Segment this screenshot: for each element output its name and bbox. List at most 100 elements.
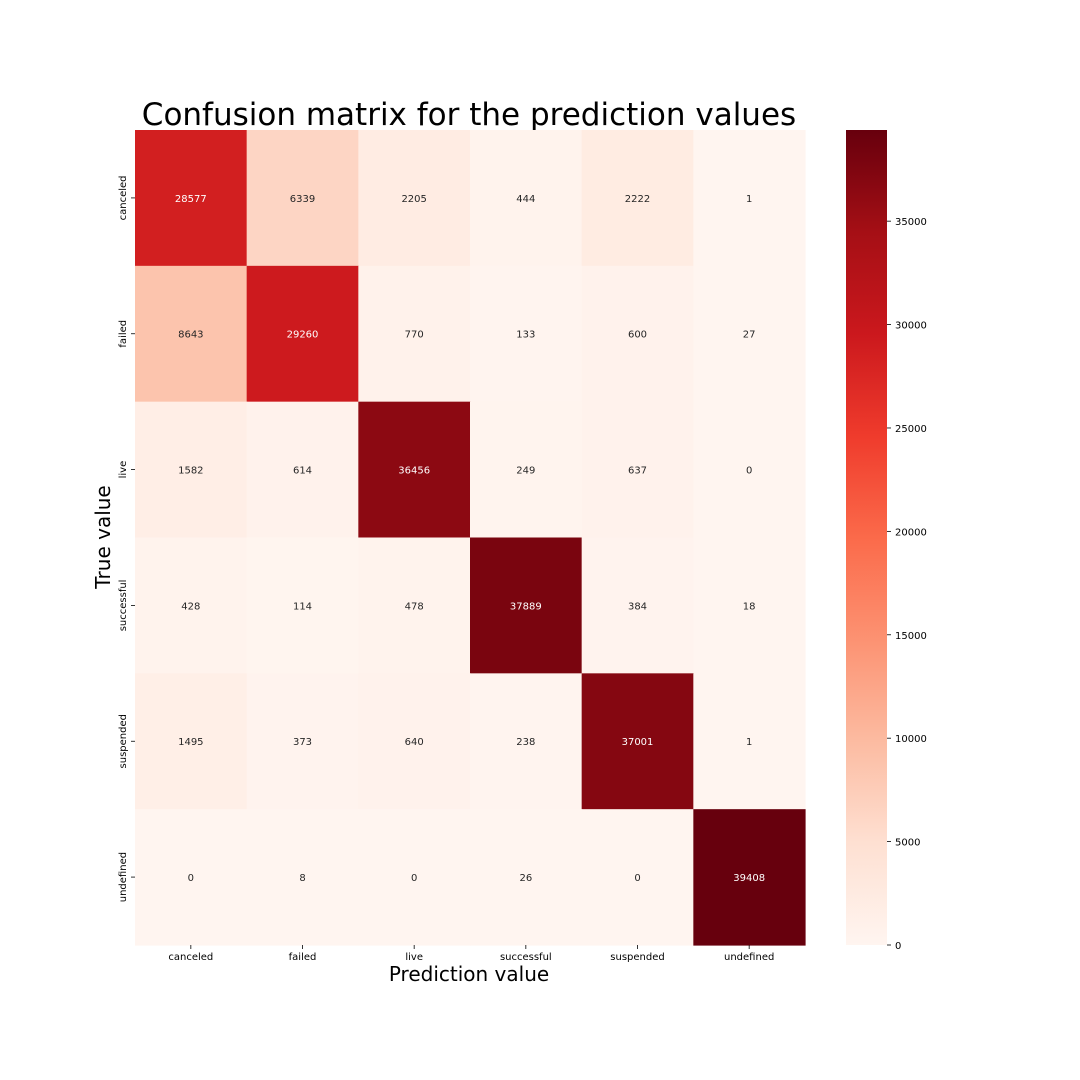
cell-value-label: 6339: [290, 194, 315, 205]
cell-value-label: 8643: [178, 330, 203, 341]
heatmap-cell: [135, 265, 248, 403]
heatmap-cell: [693, 130, 806, 267]
x-tick-label: undefined: [724, 952, 774, 963]
heatmap-cell: [470, 809, 583, 946]
heatmap-cell: [246, 401, 359, 539]
cell-value-label: 428: [181, 601, 200, 612]
cell-value-label: 114: [293, 601, 312, 612]
heatmap-cell: [693, 673, 806, 810]
heatmap-cell: [470, 265, 583, 403]
heatmap-cell: [581, 265, 694, 403]
cell-value-label: 637: [628, 466, 647, 477]
heatmap-cell: [581, 537, 694, 674]
heatmap-cell: [470, 537, 583, 674]
colorbar-tick-label: 0: [895, 941, 901, 952]
y-tick-label: canceled: [118, 175, 129, 220]
heatmap-cell: [693, 401, 806, 539]
cell-value-label: 26: [519, 873, 532, 884]
cell-value-label: 0: [746, 466, 752, 477]
y-tick-label: suspended: [118, 714, 129, 768]
cell-value-label: 8: [299, 873, 305, 884]
colorbar-tick-label: 5000: [895, 838, 920, 849]
colorbar-ticks: 0 5000 10000 15000 20000 25000 30000 35000: [887, 217, 927, 952]
cell-value-label: 37001: [622, 737, 654, 748]
cell-value-label: 39408: [733, 873, 765, 884]
y-tick-label: undefined: [118, 852, 129, 902]
cell-value-label: 28577: [175, 194, 207, 205]
heatmap-cell: [358, 130, 471, 267]
heatmap-cell: [135, 130, 248, 267]
heatmap-cell: [581, 401, 694, 539]
y-tick-label: failed: [118, 320, 129, 348]
x-axis-label: Prediction value: [389, 962, 549, 986]
cell-value-label: 478: [405, 601, 424, 612]
cell-value-label: 2205: [401, 194, 426, 205]
heatmap-annotations: 28577 6339 2205 444 2222 1 8643 29260 770 133 600 2…: [175, 194, 765, 884]
heatmap-cell: [246, 537, 359, 674]
heatmap-cell: [470, 673, 583, 810]
cell-value-label: 37889: [510, 601, 542, 612]
colorbar-tick-label: 30000: [895, 321, 927, 332]
cell-value-label: 640: [405, 737, 424, 748]
heatmap-cell: [581, 130, 694, 267]
cell-value-label: 0: [411, 873, 417, 884]
cell-value-label: 0: [188, 873, 194, 884]
cell-value-label: 1582: [178, 466, 203, 477]
cell-value-label: 614: [293, 466, 312, 477]
x-tick-label: successful: [500, 952, 552, 963]
y-tick-label: successful: [118, 580, 129, 632]
cell-value-label: 373: [293, 737, 312, 748]
cell-value-label: 2222: [625, 194, 650, 205]
heatmap-cell: [135, 537, 248, 674]
heatmap-cell: [358, 809, 471, 946]
colorbar-tick-label: 20000: [895, 527, 927, 538]
colorbar-tick-label: 35000: [895, 217, 927, 228]
heatmap-cell: [358, 537, 471, 674]
y-axis-ticks: canceled failed live successful suspended und…: [118, 175, 135, 902]
heatmap-cell: [358, 401, 471, 539]
cell-value-label: 770: [405, 330, 424, 341]
cell-value-label: 0: [634, 873, 640, 884]
colorbar-tick-label: 15000: [895, 631, 927, 642]
chart-title: Confusion matrix for the prediction valu…: [142, 97, 796, 133]
heatmap-cell: [135, 673, 248, 810]
colorbar-tick-label: 25000: [895, 424, 927, 435]
cell-value-label: 29260: [287, 330, 319, 341]
heatmap-cell: [581, 673, 694, 810]
cell-value-label: 249: [516, 466, 535, 477]
cell-value-label: 1: [746, 737, 752, 748]
heatmap-cell: [470, 401, 583, 539]
heatmap-cell: [581, 809, 694, 946]
cell-value-label: 444: [516, 194, 535, 205]
cell-value-label: 384: [628, 601, 647, 612]
x-tick-label: live: [405, 952, 423, 963]
heatmap-cell: [693, 809, 806, 946]
heatmap-cell: [358, 265, 471, 403]
y-tick-label: live: [118, 461, 129, 479]
x-tick-label: suspended: [610, 952, 664, 963]
cell-value-label: 600: [628, 330, 647, 341]
cell-value-label: 238: [516, 737, 535, 748]
y-axis-label: True value: [91, 485, 115, 589]
colorbar: [846, 130, 887, 945]
cell-value-label: 18: [743, 601, 756, 612]
heatmap-cell: [246, 130, 359, 267]
colorbar-tick-label: 10000: [895, 734, 927, 745]
heatmap-cell: [470, 130, 583, 267]
x-axis-ticks: canceled failed live successful suspended und…: [168, 944, 774, 963]
cell-value-label: 1: [746, 194, 752, 205]
cell-value-label: 36456: [398, 466, 430, 477]
heatmap-cell: [246, 673, 359, 810]
cell-value-label: 27: [743, 330, 756, 341]
heatmap-cell: [693, 537, 806, 674]
heatmap-cell: [246, 265, 359, 403]
heatmap-cell: [135, 809, 248, 946]
heatmap-cell: [135, 401, 248, 539]
heatmap-cell: [693, 265, 806, 403]
x-tick-label: failed: [289, 952, 317, 963]
x-tick-label: canceled: [168, 952, 213, 963]
cell-value-label: 133: [516, 330, 535, 341]
cell-value-label: 1495: [178, 737, 203, 748]
heatmap-cells: [135, 130, 806, 946]
